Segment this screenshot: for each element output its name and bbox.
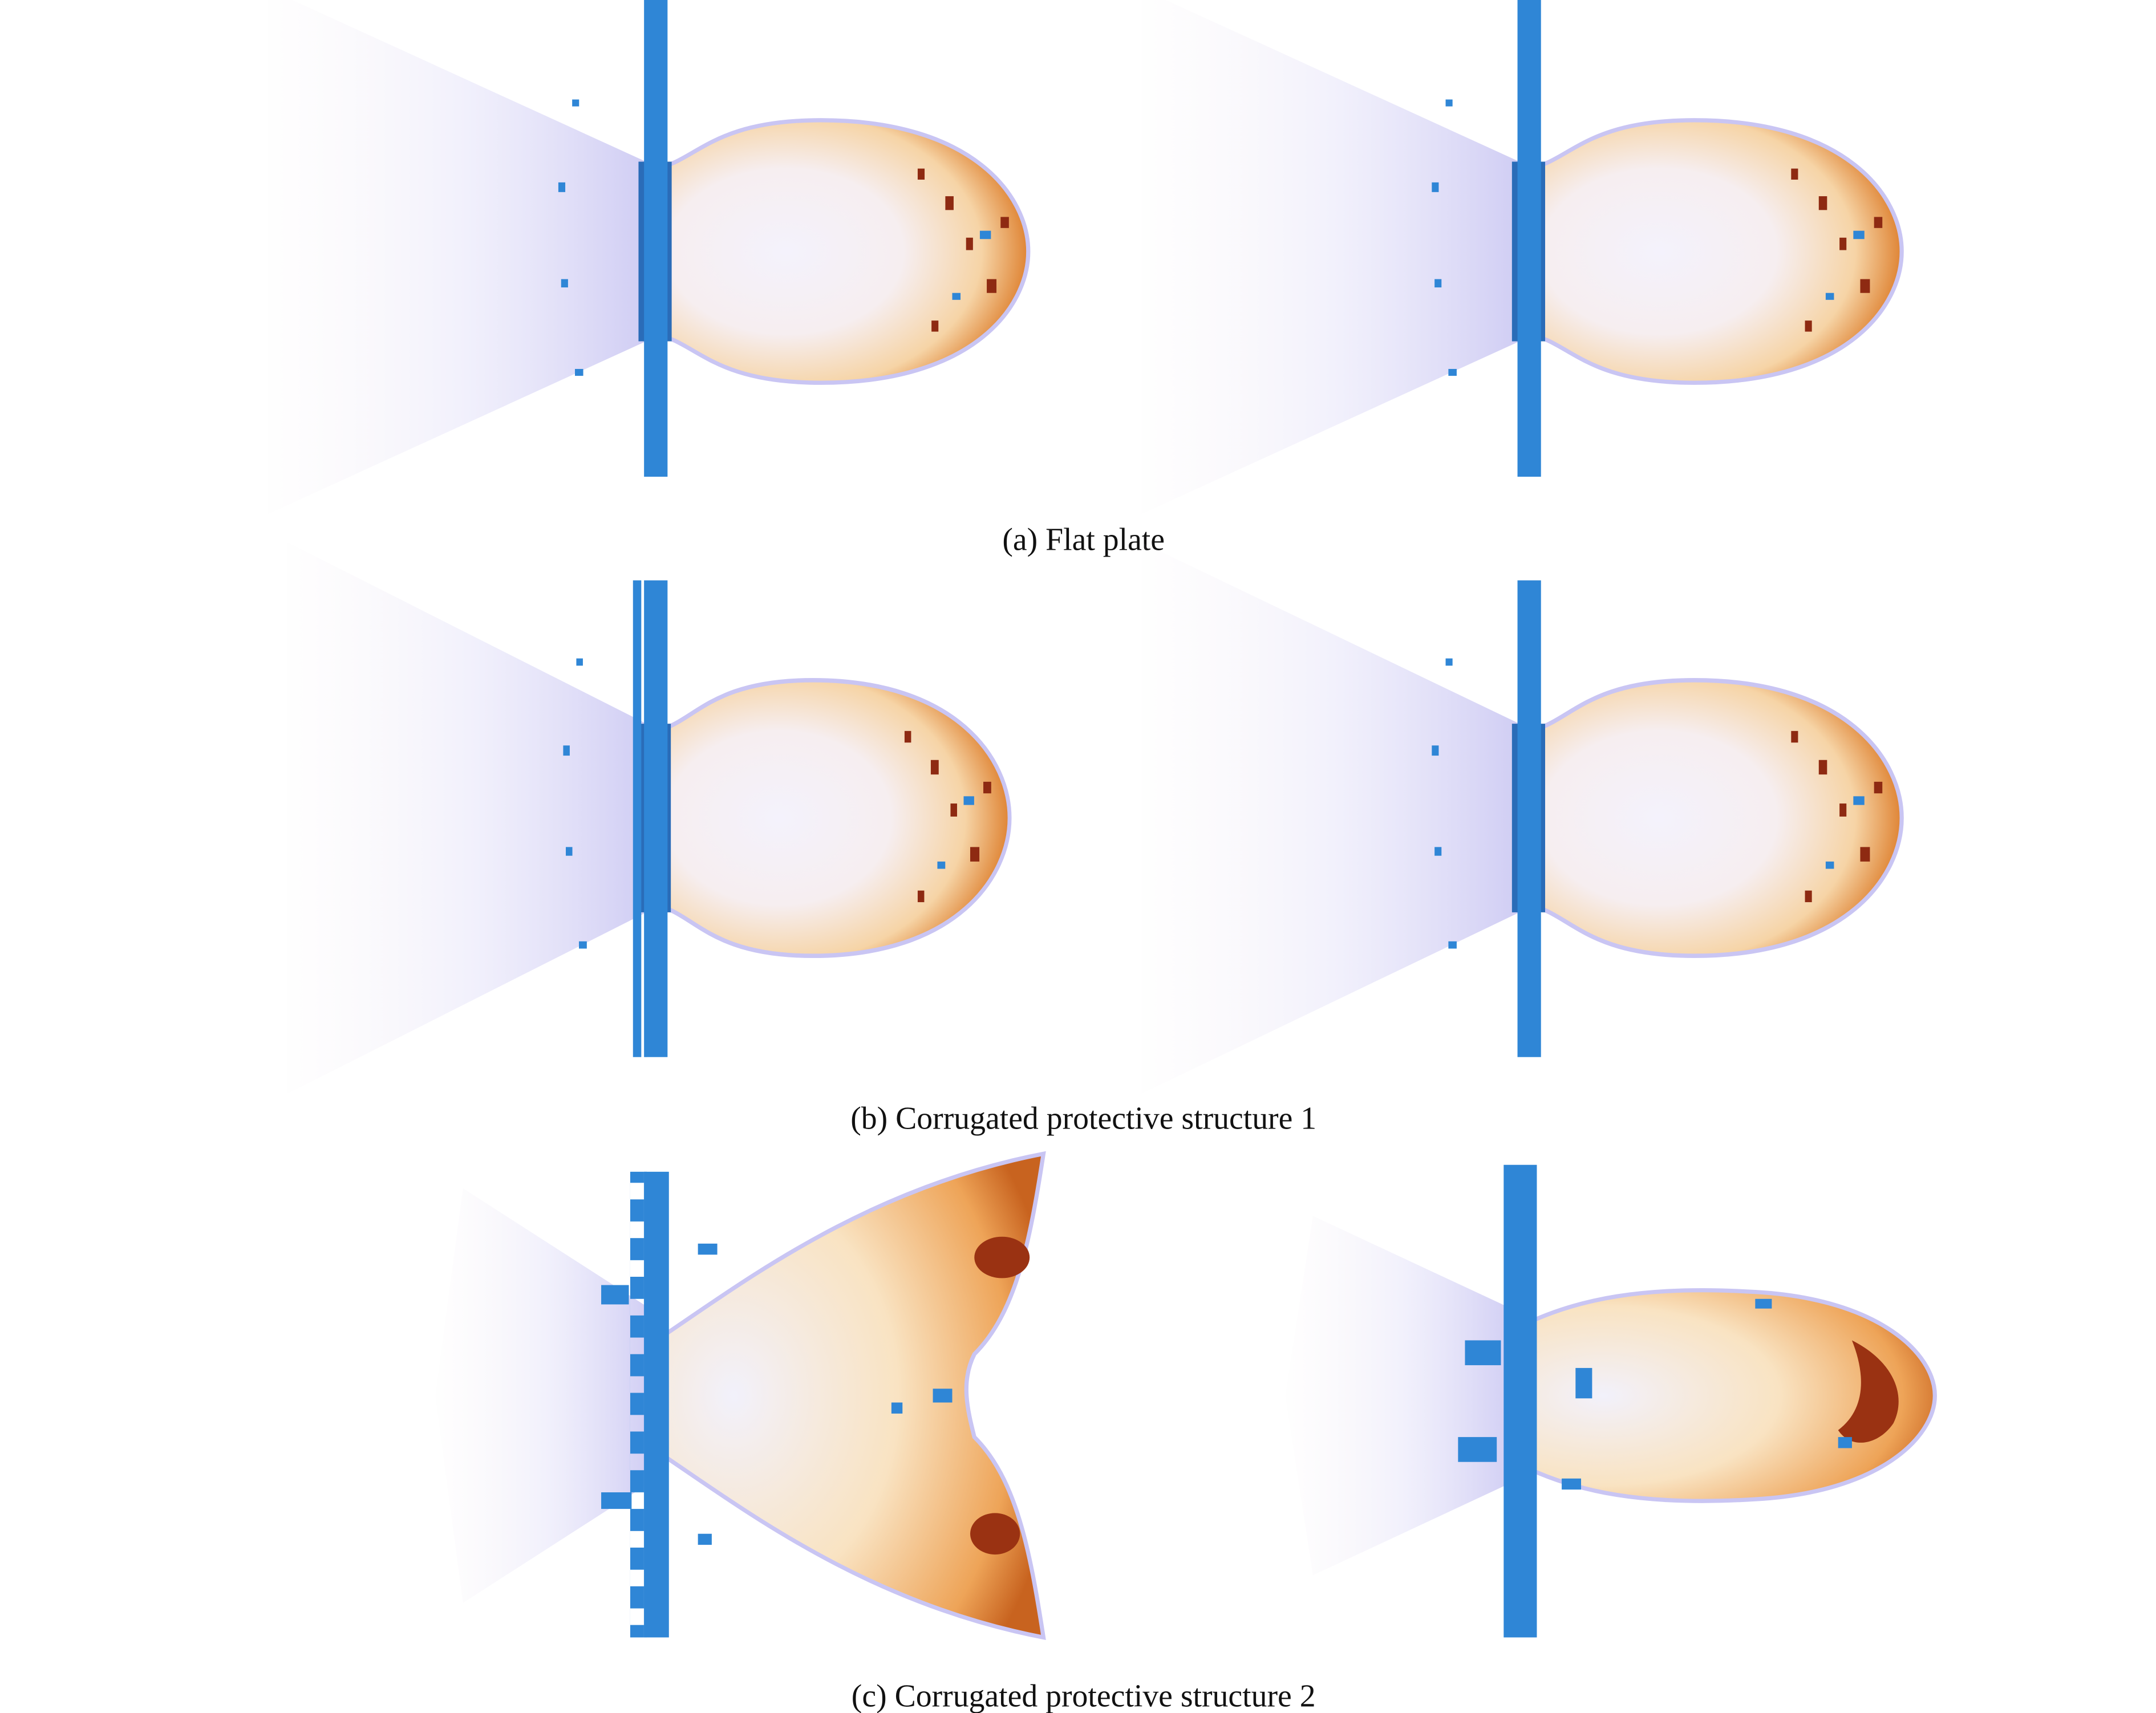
- panel-c-images: [435, 1154, 1935, 1637]
- panel-b-images: [287, 542, 1902, 1094]
- panel-a-images: [268, 0, 1902, 514]
- caption: (b) Corrugated protective structure 1: [850, 1101, 1316, 1136]
- caption: (a) Flat plate: [1002, 522, 1165, 557]
- caption: (c) Corrugated protective structure 2: [852, 1679, 1316, 1713]
